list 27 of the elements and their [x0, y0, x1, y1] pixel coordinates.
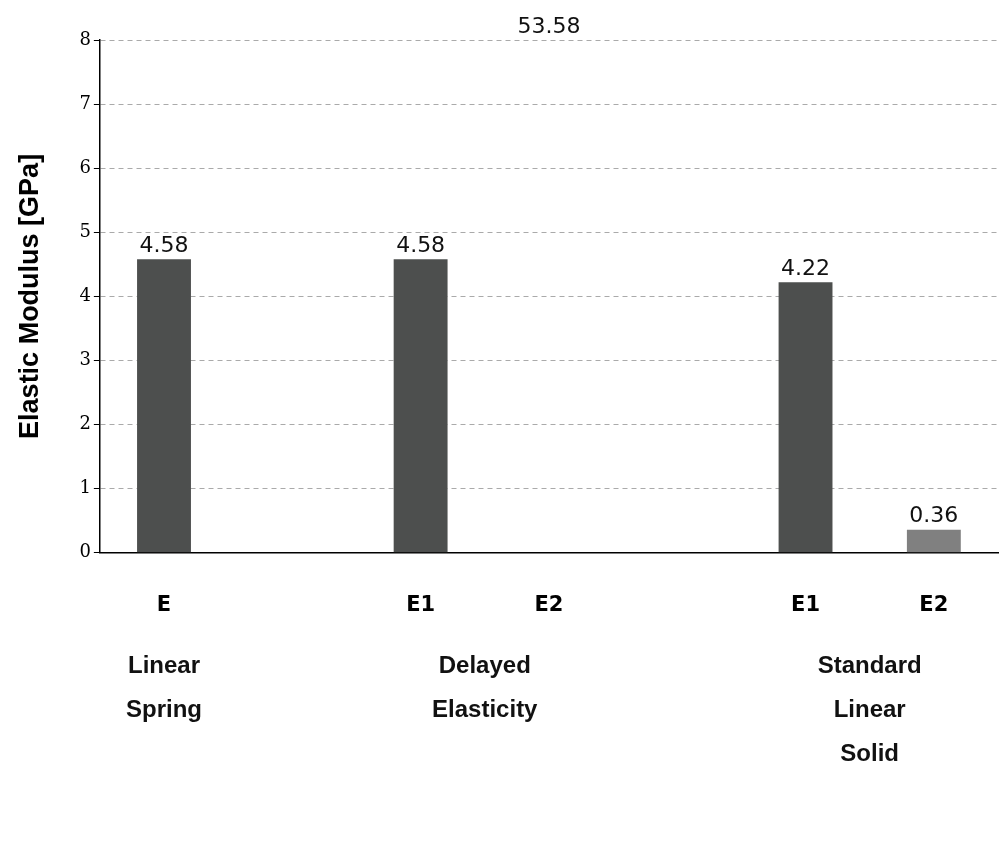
- bar: [906, 529, 961, 553]
- y-tick-label: 2: [79, 412, 91, 434]
- data-label: 4.58: [139, 231, 189, 257]
- bar: [137, 259, 191, 553]
- bar: [393, 259, 448, 553]
- bar: [778, 282, 833, 553]
- y-tick-label: 0: [79, 540, 91, 562]
- y-tick-label: 7: [79, 91, 91, 113]
- text: Delayed Elasticity: [432, 651, 539, 723]
- y-tick-label: 3: [79, 348, 91, 370]
- x-tick-label: E2: [919, 591, 949, 616]
- y-tick-label: 5: [79, 219, 91, 241]
- text: Linear Spring: [126, 651, 203, 723]
- x-tick-label: E2: [534, 591, 564, 616]
- text: 53.58: [517, 12, 581, 38]
- y-axis-title: Elastic Modulus [GPa]: [13, 153, 44, 439]
- x-tick-label: E1: [791, 591, 821, 616]
- y-tick-label: 1: [79, 476, 91, 498]
- x-tick-label: E1: [406, 591, 436, 616]
- text: Standard Linear Solid: [817, 651, 922, 767]
- y-tick-label: 4: [79, 284, 91, 306]
- data-label: 0.36: [909, 502, 959, 528]
- x-tick-label: E: [156, 591, 172, 616]
- y-tick-label: 6: [79, 155, 91, 177]
- data-label: 4.22: [781, 255, 831, 281]
- y-tick-label: 8: [79, 27, 91, 49]
- data-label: 4.58: [396, 231, 446, 257]
